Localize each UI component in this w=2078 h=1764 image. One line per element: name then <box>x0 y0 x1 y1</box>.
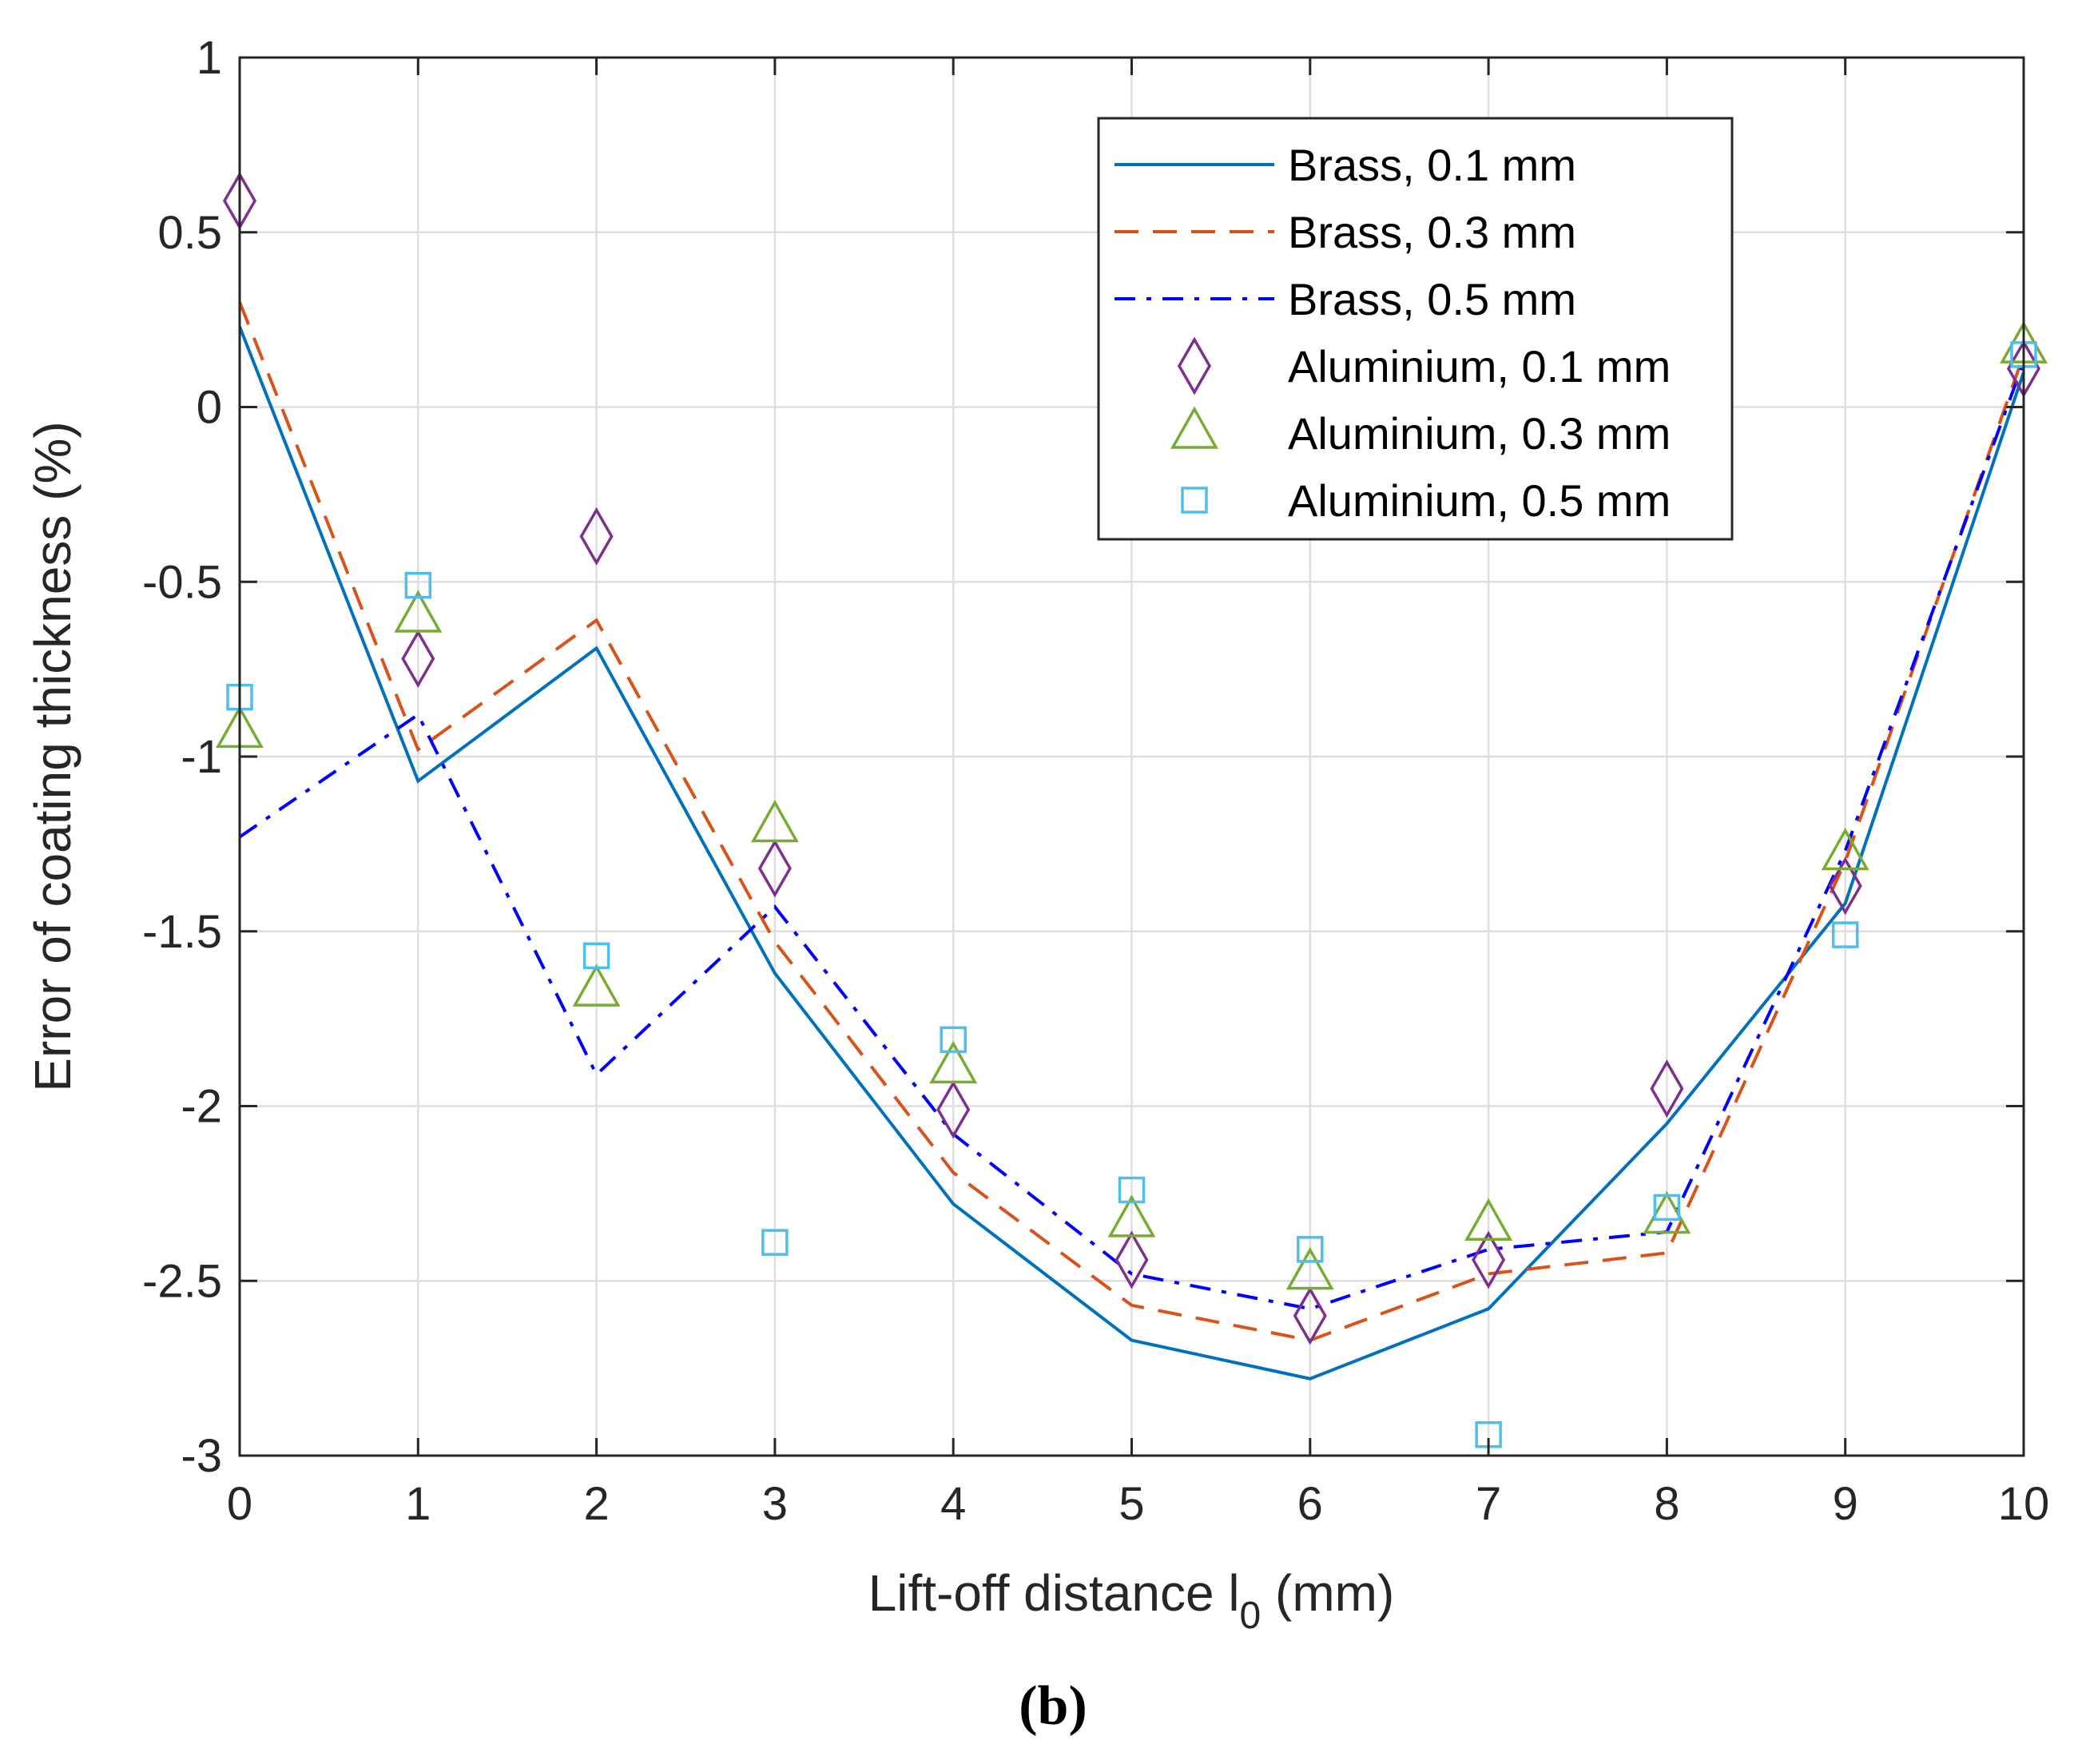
data-point-square <box>940 1026 967 1054</box>
data-point-triangle <box>572 963 621 1007</box>
data-point-square <box>1297 1236 1324 1263</box>
legend-entry: Brass, 0.5 mm <box>1114 274 1576 324</box>
series-1 <box>238 326 2025 1381</box>
y-tick-label: -0.5 <box>142 556 222 608</box>
series-line <box>238 360 2025 1311</box>
legend-marker-square <box>1181 487 1208 514</box>
legend-entry: Aluminium, 0.3 mm <box>1170 406 1671 459</box>
data-point-triangle <box>1107 1194 1156 1238</box>
legend-entry: Brass, 0.1 mm <box>1114 140 1576 190</box>
legend-label: Aluminium, 0.5 mm <box>1288 475 1671 526</box>
x-tick-label: 8 <box>1654 1478 1679 1530</box>
legend-box <box>1097 117 1734 541</box>
data-point-square <box>582 942 610 970</box>
data-point-diamond <box>757 839 792 898</box>
x-tick-label: 0 <box>227 1478 252 1530</box>
data-point-triangle <box>1464 1198 1513 1241</box>
y-tick-label: -2.5 <box>142 1255 222 1307</box>
x-tick-label: 9 <box>1833 1478 1858 1530</box>
data-point-diamond <box>1472 1230 1506 1289</box>
data-point-triangle <box>1285 1246 1334 1290</box>
y-axis-title: Error of coating thickness (%) <box>24 421 81 1091</box>
legend: Brass, 0.1 mm Brass, 0.3 mm Brass, 0.5 mm A… <box>1097 117 1734 541</box>
y-tick-label: -2 <box>181 1081 222 1133</box>
legend-entry: Aluminium, 0.5 mm <box>1181 475 1671 526</box>
data-point-triangle <box>394 590 443 633</box>
x-tick-label: 5 <box>1118 1478 1144 1530</box>
legend-label: Aluminium, 0.3 mm <box>1288 408 1671 459</box>
data-point-triangle <box>929 1040 978 1084</box>
x-tick-label: 2 <box>583 1478 609 1530</box>
series-2 <box>238 301 2025 1342</box>
figure-caption: (b) <box>1019 1675 1087 1737</box>
data-point-square <box>761 1229 789 1256</box>
legend-entry: Aluminium, 0.1 mm <box>1177 336 1671 395</box>
series-3 <box>238 360 2025 1311</box>
data-point-diamond <box>1828 856 1862 916</box>
x-tick-label: 6 <box>1297 1478 1323 1530</box>
data-point-diamond <box>1293 1286 1327 1345</box>
x-axis-title-unit: (mm) <box>1261 1564 1394 1622</box>
legend-marker-triangle <box>1170 406 1218 449</box>
data-point-diamond <box>579 507 614 566</box>
y-tick-label: 1 <box>197 32 222 84</box>
y-tick-label: -3 <box>181 1430 222 1482</box>
data-point-square <box>1831 921 1859 948</box>
legend-entry: Brass, 0.3 mm <box>1114 207 1576 257</box>
data-point-square <box>1118 1176 1146 1204</box>
x-axis-title: Lift-off distance l0 (mm) <box>868 1564 1395 1637</box>
data-point-triangle <box>1821 827 1869 871</box>
data-point-diamond <box>1114 1230 1149 1289</box>
x-axis-title-subscript: 0 <box>1240 1595 1262 1637</box>
legend-label: Brass, 0.3 mm <box>1288 207 1576 257</box>
data-point-square <box>1653 1194 1681 1222</box>
x-tick-label: 10 <box>1998 1478 2050 1530</box>
legend-marker-diamond <box>1177 336 1212 395</box>
data-point-diamond <box>936 1080 971 1139</box>
legend-label: Brass, 0.5 mm <box>1288 274 1576 324</box>
data-point-triangle <box>750 799 799 843</box>
legend-label: Brass, 0.1 mm <box>1288 140 1576 190</box>
x-tick-label: 1 <box>405 1478 431 1530</box>
y-tick-label: 0.5 <box>157 207 222 259</box>
y-tick-label: -1.5 <box>142 906 222 958</box>
data-point-diamond <box>401 629 435 689</box>
series-line <box>238 301 2025 1342</box>
data-point-square <box>404 571 432 599</box>
x-tick-label: 4 <box>940 1478 966 1530</box>
y-tick-label: 0 <box>197 382 222 434</box>
axis-ticks: 0 1 2 3 4 5 6 7 8 9 10 1 0.5 0 -0.5 -1 -1.5 -2 -2.5 -3 <box>142 32 2049 1530</box>
series-layer <box>216 171 2048 1448</box>
series-line <box>238 326 2025 1381</box>
x-tick-label: 3 <box>762 1478 788 1530</box>
legend-label: Aluminium, 0.1 mm <box>1288 341 1671 391</box>
y-tick-label: -1 <box>181 731 222 783</box>
x-tick-label: 7 <box>1476 1478 1501 1530</box>
data-point-diamond <box>1650 1059 1684 1118</box>
